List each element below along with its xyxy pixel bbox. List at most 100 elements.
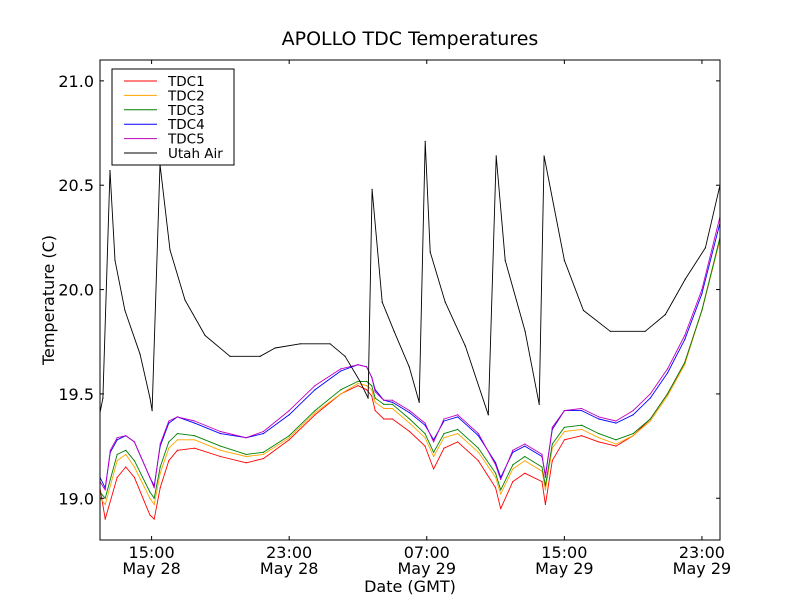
data-point-tdc3: [551, 443, 553, 445]
data-point-tdc2: [357, 382, 359, 385]
data-point-tdc3: [374, 397, 376, 399]
data-point-tdc5: [524, 443, 526, 445]
data-point-tdc4: [701, 293, 703, 295]
data-point-utah-air: [344, 355, 346, 357]
data-point-utah-air: [609, 330, 611, 332]
data-point-tdc1: [500, 508, 502, 510]
data-point-tdc4: [262, 432, 264, 435]
data-point-utah-air: [329, 343, 331, 345]
legend-label-tdc2: TDC2: [167, 88, 205, 104]
data-point-tdc2: [245, 455, 247, 458]
data-point-utah-air: [418, 401, 420, 403]
y-tick-label: 19.5: [58, 385, 94, 404]
data-point-tdc4: [477, 435, 479, 437]
data-point-tdc2: [133, 466, 135, 468]
data-point-utah-air: [139, 353, 141, 355]
legend-label-tdc5: TDC5: [167, 132, 205, 148]
data-point-tdc1: [433, 468, 435, 470]
data-point-utah-air: [644, 330, 646, 332]
data-point-tdc3: [314, 410, 316, 412]
data-point-tdc3: [176, 432, 178, 435]
data-point-tdc1: [168, 460, 170, 462]
data-point-tdc4: [408, 412, 411, 414]
data-point-tdc3: [149, 491, 151, 493]
data-point-tdc2: [684, 364, 686, 366]
data-point-tdc1: [477, 460, 479, 462]
data-point-tdc1: [563, 439, 565, 441]
y-tick-label: 20.5: [58, 176, 94, 195]
data-point-tdc1: [383, 418, 385, 420]
data-point-tdc2: [424, 437, 426, 439]
data-point-tdc3: [541, 466, 543, 468]
data-point-tdc2: [383, 407, 385, 410]
x-tick-label-time: 15:00: [541, 543, 587, 562]
data-point-tdc3: [104, 497, 106, 499]
data-point-tdc5: [580, 407, 583, 410]
data-point-tdc3: [424, 432, 426, 435]
data-point-utah-air: [582, 309, 585, 312]
data-point-tdc1: [245, 462, 247, 464]
data-point-tdc4: [524, 445, 526, 447]
data-point-tdc5: [314, 384, 316, 387]
data-point-tdc3: [615, 439, 617, 441]
data-point-tdc2: [371, 389, 373, 391]
data-point-tdc1: [391, 418, 393, 420]
data-point-utah-air: [487, 414, 489, 416]
data-point-utah-air: [429, 251, 431, 253]
data-point-utah-air: [704, 247, 706, 249]
legend-label-tdc1: TDC1: [167, 74, 205, 90]
data-point-utah-air: [424, 140, 426, 142]
data-point-utah-air: [151, 410, 153, 412]
data-point-tdc2: [153, 503, 155, 506]
data-point-tdc2: [433, 455, 435, 458]
data-point-tdc2: [524, 460, 526, 462]
data-point-tdc5: [125, 435, 127, 437]
data-point-tdc5: [500, 478, 502, 481]
data-point-tdc3: [340, 389, 342, 391]
data-point-tdc2: [391, 407, 393, 410]
data-point-tdc5: [109, 449, 111, 451]
data-point-tdc1: [457, 441, 459, 443]
data-point-tdc3: [598, 432, 600, 435]
data-point-utah-air: [109, 170, 111, 172]
data-point-utah-air: [381, 301, 383, 303]
data-point-tdc1: [357, 384, 359, 387]
data-point-tdc2: [512, 468, 514, 470]
data-point-tdc2: [193, 439, 196, 441]
data-point-tdc4: [340, 370, 342, 372]
data-point-tdc1: [133, 476, 135, 478]
data-point-tdc1: [408, 430, 411, 433]
data-point-utah-air: [538, 403, 540, 405]
data-point-tdc5: [512, 449, 514, 451]
data-point-tdc5: [116, 437, 118, 439]
data-point-tdc5: [563, 410, 565, 412]
data-point-tdc5: [408, 410, 411, 412]
data-point-utah-air: [524, 330, 526, 332]
data-point-tdc3: [524, 455, 526, 458]
x-tick-label-time: 23:00: [266, 543, 312, 562]
data-point-tdc1: [524, 472, 526, 474]
data-point-tdc1: [494, 487, 497, 489]
data-point-tdc5: [632, 410, 634, 412]
data-point-utah-air: [259, 355, 261, 357]
data-point-tdc2: [408, 422, 411, 424]
data-point-tdc1: [544, 503, 547, 506]
y-tick-label: 21.0: [58, 72, 94, 91]
data-point-tdc3: [262, 451, 264, 453]
data-point-tdc3: [666, 393, 669, 395]
data-point-tdc4: [193, 422, 196, 424]
data-point-tdc5: [391, 399, 393, 401]
data-point-tdc3: [632, 432, 634, 435]
data-point-tdc4: [494, 462, 497, 464]
series-line-tdc2: [100, 239, 720, 505]
data-point-tdc5: [104, 489, 106, 491]
data-point-tdc3: [408, 418, 411, 420]
data-point-utah-air: [495, 155, 497, 157]
data-point-utah-air: [563, 259, 565, 261]
data-point-utah-air: [102, 397, 104, 399]
data-point-tdc5: [615, 420, 617, 422]
data-point-utah-air: [274, 347, 276, 349]
x-tick-label-date: May 28: [260, 559, 319, 578]
y-axis-label: Temperature (C): [39, 235, 58, 366]
